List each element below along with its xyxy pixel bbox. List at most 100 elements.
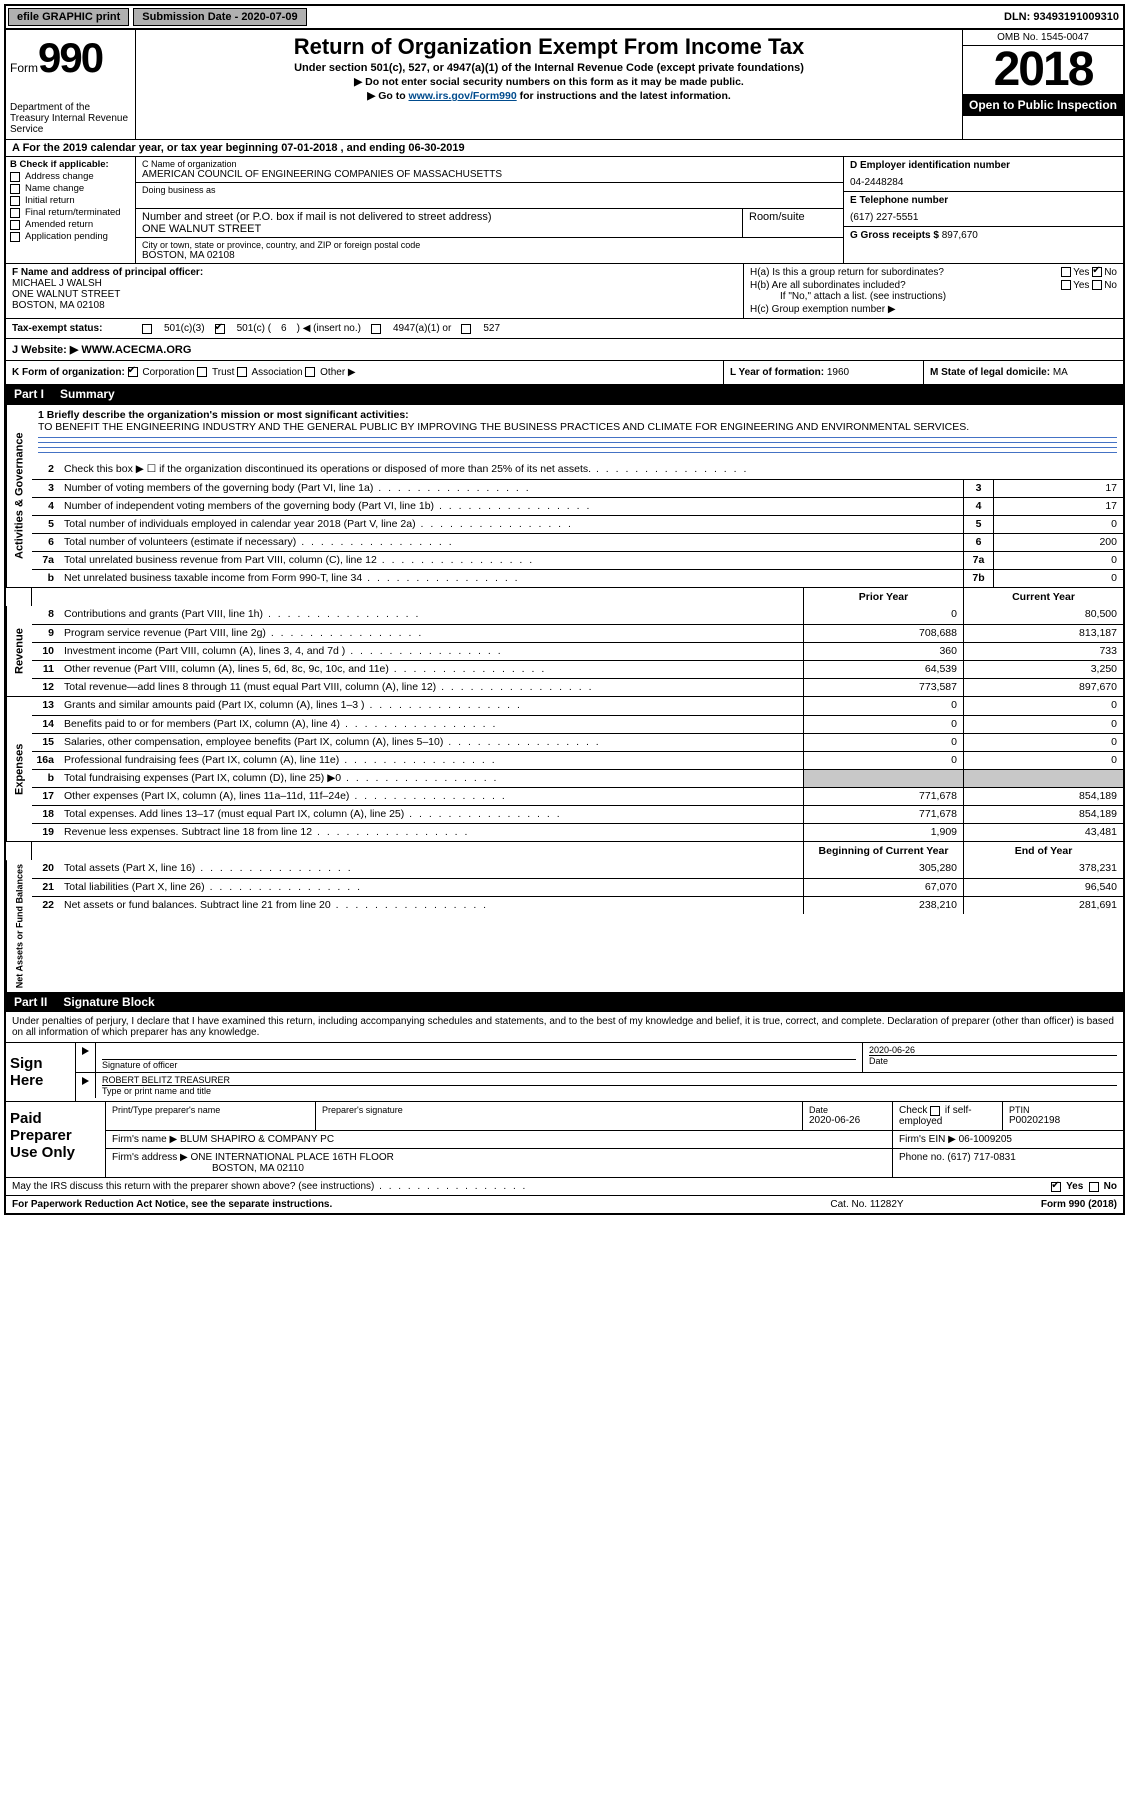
prior-value: 305,280 [803,860,963,878]
checkbox-application-pending[interactable] [10,232,20,242]
table-row: 21Total liabilities (Part X, line 26)67,… [32,878,1123,896]
lbl-initial-return: Initial return [25,195,75,206]
checkbox-ha-yes[interactable] [1061,267,1071,277]
ptin-label: PTIN [1009,1105,1117,1115]
prior-value: 0 [803,752,963,769]
line-value: 17 [993,480,1123,497]
table-row: 18Total expenses. Add lines 13–17 (must … [32,805,1123,823]
dept-label: Department of the Treasury Internal Reve… [10,102,131,135]
line-desc: Total liabilities (Part X, line 26) [60,879,803,896]
sidetab-revenue: Revenue [6,606,32,696]
paid-preparer-block: Paid Preparer Use Only Print/Type prepar… [6,1101,1123,1177]
current-value: 0 [963,752,1123,769]
org-name: AMERICAN COUNCIL OF ENGINEERING COMPANIE… [142,169,837,180]
checkbox-501c3[interactable] [142,324,152,334]
checkbox-ha-no[interactable] [1092,267,1102,277]
checkbox-501c[interactable] [215,324,225,334]
efile-button[interactable]: efile GRAPHIC print [8,8,129,26]
line-desc: Grants and similar amounts paid (Part IX… [60,697,803,715]
irs-link[interactable]: www.irs.gov/Form990 [409,90,517,102]
line-num: 3 [32,480,60,497]
line-value: 0 [993,552,1123,569]
line-num: 20 [32,860,60,878]
table-row: bNet unrelated business taxable income f… [32,569,1123,587]
table-row: 15Salaries, other compensation, employee… [32,733,1123,751]
line-desc: Total assets (Part X, line 16) [60,860,803,878]
checkbox-hb-yes[interactable] [1061,280,1071,290]
line-num: 13 [32,697,60,715]
line-box: 5 [963,516,993,533]
checkbox-527[interactable] [461,324,471,334]
line-desc: Salaries, other compensation, employee b… [60,734,803,751]
line-desc: Other expenses (Part IX, column (A), lin… [60,788,803,805]
col-prior-year: Prior Year [803,588,963,606]
lbl-501c-pre: 501(c) ( [237,323,271,334]
line-desc: Investment income (Part VIII, column (A)… [60,643,803,660]
line-desc: Total expenses. Add lines 13–17 (must eq… [60,806,803,823]
line-value: 200 [993,534,1123,551]
prior-value: 238,210 [803,897,963,914]
current-value: 897,670 [963,679,1123,696]
checkbox-address-change[interactable] [10,172,20,182]
checkbox-name-change[interactable] [10,184,20,194]
table-row: 11Other revenue (Part VIII, column (A), … [32,660,1123,678]
current-value: 733 [963,643,1123,660]
line-num: 14 [32,716,60,733]
col-current-year: Current Year [963,588,1123,606]
line-desc: Total number of volunteers (estimate if … [60,534,963,551]
checkbox-other[interactable] [305,367,315,377]
prep-date-value: 2020-06-26 [809,1115,886,1126]
line-desc: Number of independent voting members of … [60,498,963,515]
lbl-hb-no: No [1104,280,1117,291]
tax-exempt-label: Tax-exempt status: [12,323,132,334]
firm-addr2: BOSTON, MA 02110 [212,1163,886,1174]
lbl-501c-post: ) ◀ (insert no.) [297,323,361,334]
box-b-title: B Check if applicable: [10,159,131,170]
line-box: 7b [963,570,993,587]
table-row: 4Number of independent voting members of… [32,497,1123,515]
sig-officer-label: Signature of officer [102,1059,856,1070]
checkbox-discuss-no[interactable] [1089,1182,1099,1192]
checkbox-final-return[interactable] [10,208,20,218]
table-row: 19Revenue less expenses. Subtract line 1… [32,823,1123,841]
ptin-value: P00202198 [1009,1115,1117,1126]
current-value: 854,189 [963,788,1123,805]
goto-post: for instructions and the latest informat… [517,90,731,102]
checkbox-discuss-yes[interactable] [1051,1182,1061,1192]
line-num: 18 [32,806,60,823]
line-num: 17 [32,788,60,805]
row-k-l-m: K Form of organization: Corporation Trus… [6,360,1123,384]
submission-date-button[interactable]: Submission Date - 2020-07-09 [133,8,306,26]
table-row: 3Number of voting members of the governi… [32,479,1123,497]
checkbox-initial-return[interactable] [10,196,20,206]
form-org-label: K Form of organization: [12,367,125,378]
line-desc: Net unrelated business taxable income fr… [60,570,963,587]
line-box: 3 [963,480,993,497]
checkbox-amended-return[interactable] [10,220,20,230]
firm-name: BLUM SHAPIRO & COMPANY PC [180,1134,334,1145]
checkbox-4947[interactable] [371,324,381,334]
line-num: 15 [32,734,60,751]
part2-header: Part II Signature Block [6,992,1123,1012]
checkbox-self-employed[interactable] [930,1106,940,1116]
prior-value: 771,678 [803,806,963,823]
table-row: 8Contributions and grants (Part VIII, li… [32,606,1123,624]
line-value: 0 [993,570,1123,587]
checkbox-corporation[interactable] [128,367,138,377]
tax-exempt-row: Tax-exempt status: 501(c)(3) 501(c) (6) … [6,318,1123,338]
checkbox-trust[interactable] [197,367,207,377]
line-num: 16a [32,752,60,769]
checkbox-hb-no[interactable] [1092,280,1102,290]
lbl-4947: 4947(a)(1) or [393,323,451,334]
lbl-other: Other ▶ [320,367,355,378]
line-num: 6 [32,534,60,551]
sig-declaration: Under penalties of perjury, I declare th… [6,1012,1123,1042]
line-num: 22 [32,897,60,914]
table-row: 14Benefits paid to or for members (Part … [32,715,1123,733]
form-header: Form990 Department of the Treasury Inter… [6,30,1123,139]
checkbox-association[interactable] [237,367,247,377]
lbl-discuss-yes: Yes [1066,1181,1083,1192]
prep-sig-label: Preparer's signature [322,1105,796,1115]
table-row: 2Check this box ▶ ☐ if the organization … [32,461,1123,479]
form-title: Return of Organization Exempt From Incom… [144,34,954,60]
